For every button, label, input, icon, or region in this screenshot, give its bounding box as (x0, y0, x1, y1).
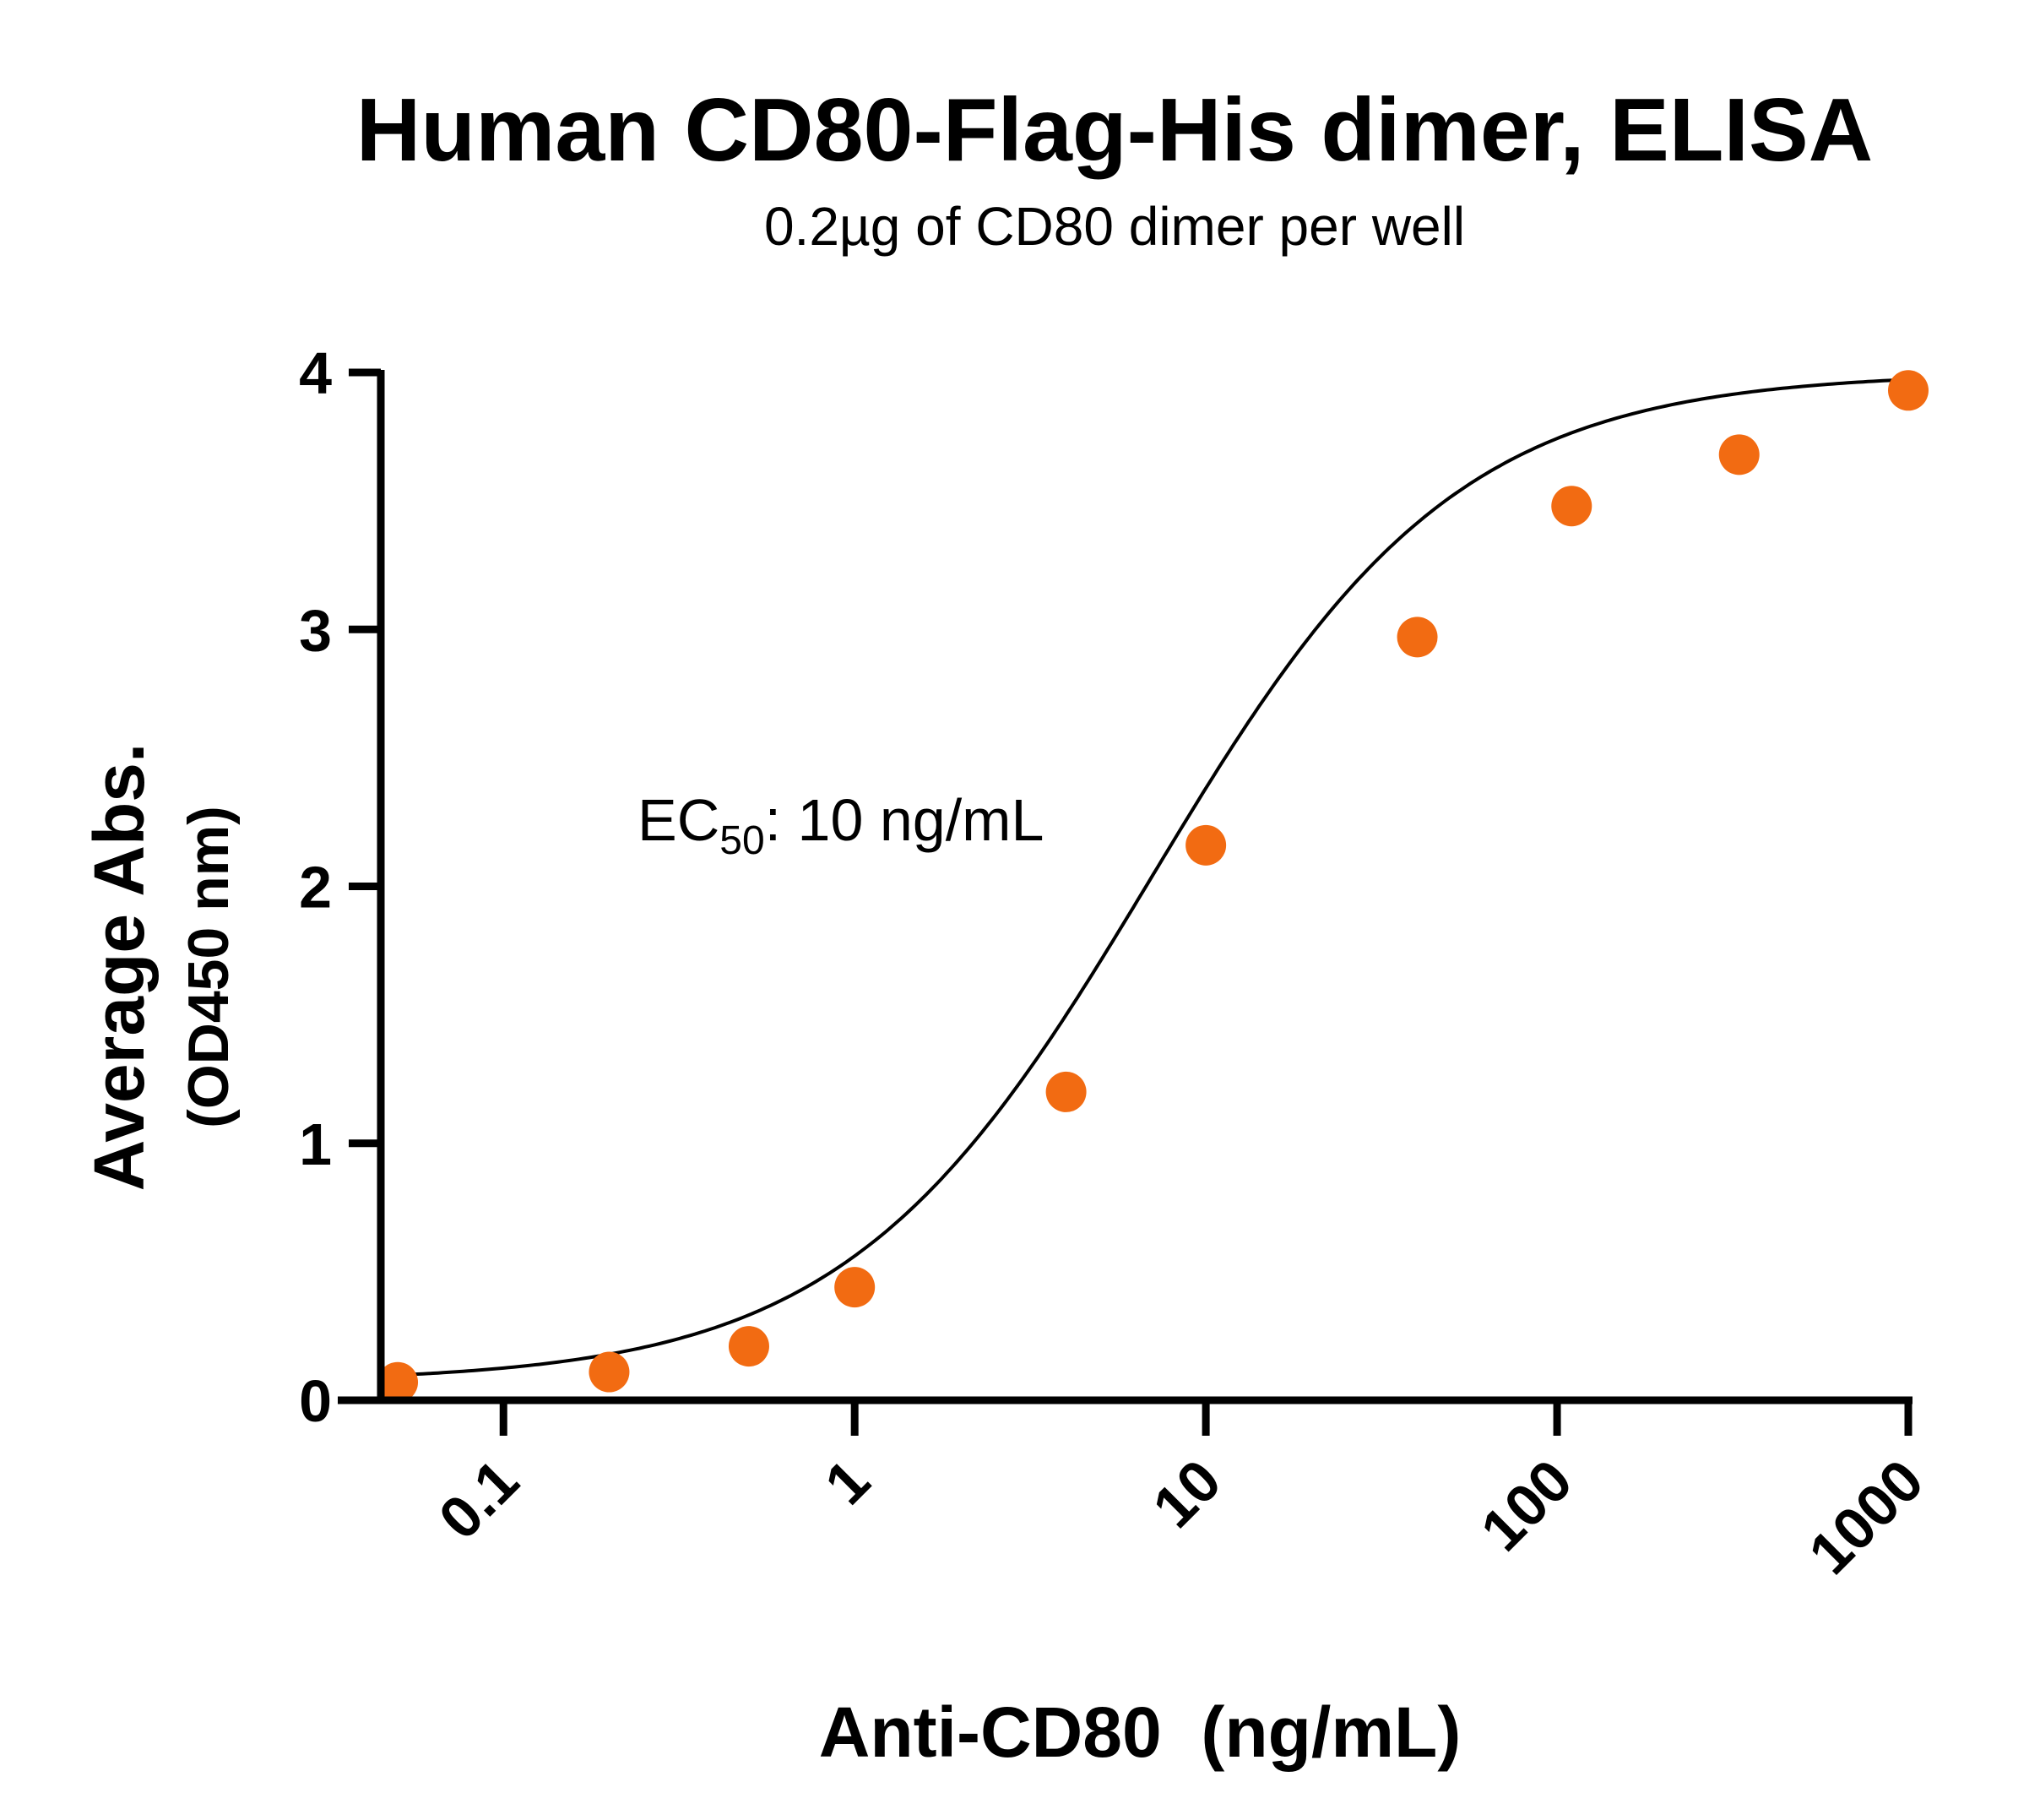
y-axis-sublabel: (OD450 nm) (176, 806, 241, 1128)
ec50-subscript: 50 (719, 818, 764, 863)
chart-title: Human CD80-Flag-His dimer, ELISA (356, 80, 1873, 180)
ec50-value: : 10 ng/mL (765, 787, 1044, 853)
y-tick-label: 3 (299, 597, 332, 663)
data-point (1888, 370, 1929, 411)
data-point (1718, 434, 1760, 475)
y-axis-label-group: Average Abs. (OD450 nm) (79, 743, 241, 1192)
x-tick-label: 10 (1141, 1447, 1234, 1540)
x-tick-label: 1 (812, 1447, 882, 1517)
x-tick-label: 1000 (1796, 1447, 1935, 1586)
axes (338, 370, 1912, 1404)
y-tick-label: 2 (299, 855, 332, 921)
y-tick-label: 0 (299, 1368, 332, 1434)
fit-curve (397, 378, 1909, 1377)
data-point (1045, 1071, 1087, 1112)
x-axis-label: Anti-CD80 (ng/mL) (819, 1692, 1462, 1772)
data-point (834, 1267, 876, 1308)
data-point (728, 1326, 769, 1367)
data-point (1551, 486, 1592, 527)
data-point (1185, 824, 1227, 866)
fit-curve-layer (397, 378, 1909, 1377)
y-tick-label: 1 (299, 1111, 332, 1177)
chart-subtitle: 0.2µg of CD80 dimer per well (764, 196, 1465, 257)
y-tick-label: 4 (299, 340, 332, 406)
x-tick-label: 100 (1468, 1447, 1585, 1563)
x-tick-label: 0.1 (426, 1447, 531, 1551)
y-axis-label: Average Abs. (79, 743, 159, 1192)
ec50-annotation: EC50: 10 ng/mL (638, 787, 1044, 863)
data-points-layer (377, 370, 1929, 1403)
data-point (589, 1351, 630, 1393)
ec50-prefix: EC (638, 787, 719, 853)
data-point (1397, 617, 1438, 658)
data-point (377, 1361, 419, 1403)
